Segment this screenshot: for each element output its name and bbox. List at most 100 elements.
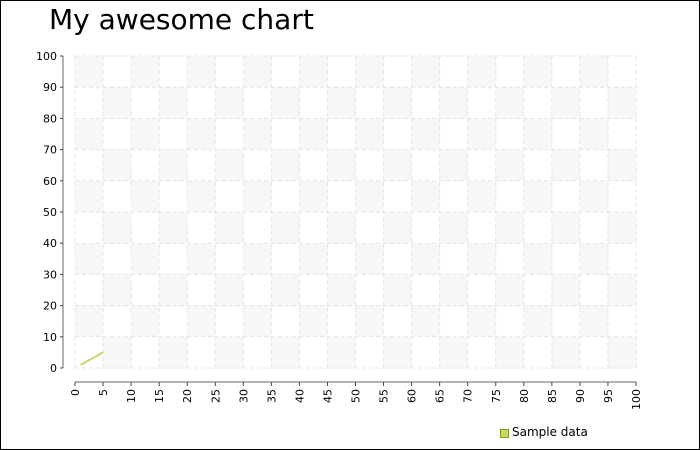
plot-band xyxy=(103,87,132,119)
plot-band xyxy=(523,56,552,88)
plot-band xyxy=(75,305,104,337)
x-tick-label: 30 xyxy=(237,389,250,403)
x-tick-label: 5 xyxy=(97,389,110,396)
plot-band xyxy=(551,212,580,244)
plot-band xyxy=(271,336,300,368)
plot-band xyxy=(383,212,412,244)
x-tick-labels: 0 5 10 15 20 25 30 35 40 45 50 55 60 65 70 75 80 85 90 95 10… xyxy=(69,389,643,410)
plot-band xyxy=(383,149,412,181)
plot-band xyxy=(495,212,524,244)
plot-band xyxy=(187,243,216,275)
plot-band xyxy=(607,149,636,181)
plot-band xyxy=(327,274,356,306)
plot-band xyxy=(299,56,328,88)
plot-band xyxy=(103,212,132,244)
plot-band xyxy=(159,274,188,306)
plot-band xyxy=(327,149,356,181)
plot-band xyxy=(187,56,216,88)
plot-band xyxy=(411,305,440,337)
x-tick-label: 95 xyxy=(602,389,615,403)
plot-band xyxy=(187,180,216,212)
plot-band xyxy=(327,336,356,368)
y-tick-labels: 0 10 20 30 40 50 60 70 80 90 100 xyxy=(36,50,57,375)
plot-band xyxy=(439,336,468,368)
plot-band xyxy=(439,149,468,181)
plot-band xyxy=(299,243,328,275)
plot-band xyxy=(187,118,216,150)
plot-band xyxy=(523,180,552,212)
plot-band xyxy=(551,149,580,181)
plot-band xyxy=(607,212,636,244)
plot-band xyxy=(159,149,188,181)
y-tick-label: 50 xyxy=(43,206,57,219)
plot-band xyxy=(383,274,412,306)
series-line xyxy=(80,351,104,366)
y-tick-label: 90 xyxy=(43,81,57,94)
grid-lines xyxy=(74,55,637,369)
plot-band xyxy=(299,305,328,337)
plot-band xyxy=(131,305,160,337)
plot-band xyxy=(159,336,188,368)
x-tick-label: 55 xyxy=(378,389,391,403)
y-tick-label: 60 xyxy=(43,175,57,188)
plot-band xyxy=(411,243,440,275)
x-tick-label: 50 xyxy=(350,389,363,403)
y-tick-label: 100 xyxy=(36,50,57,63)
plot-band xyxy=(131,180,160,212)
plot-band xyxy=(243,180,272,212)
plot-band xyxy=(243,243,272,275)
plot-band xyxy=(327,212,356,244)
plot-band xyxy=(495,87,524,119)
plot-band xyxy=(579,118,608,150)
plot-band xyxy=(467,180,496,212)
plot-band xyxy=(131,56,160,88)
plot-band xyxy=(75,118,104,150)
x-tick-label: 0 xyxy=(69,389,82,396)
x-tick-label: 75 xyxy=(490,389,503,403)
plot-band xyxy=(299,180,328,212)
plot-band xyxy=(523,118,552,150)
plot-band xyxy=(467,243,496,275)
plot-band xyxy=(271,274,300,306)
plot-band xyxy=(523,305,552,337)
plot-band xyxy=(411,180,440,212)
chart-title: My awesome chart xyxy=(49,3,314,36)
plot-band xyxy=(579,180,608,212)
x-tick-label: 85 xyxy=(546,389,559,403)
plot-band xyxy=(271,212,300,244)
plot-band xyxy=(75,243,104,275)
plot-band xyxy=(355,118,384,150)
x-tick-label: 80 xyxy=(518,389,531,403)
plot-band xyxy=(355,56,384,88)
plot-band xyxy=(215,87,244,119)
plot-band xyxy=(495,149,524,181)
plot-band xyxy=(215,212,244,244)
plot-band xyxy=(355,180,384,212)
plot-band xyxy=(75,56,104,88)
legend: Sample data xyxy=(500,425,588,439)
plot-band xyxy=(383,336,412,368)
plot-band xyxy=(327,87,356,119)
x-tick-label: 65 xyxy=(434,389,447,403)
x-tick-label: 10 xyxy=(125,389,138,403)
x-tick-label: 70 xyxy=(462,389,475,403)
plot-band xyxy=(131,243,160,275)
plot-band xyxy=(607,336,636,368)
plot-band xyxy=(159,212,188,244)
plot-band xyxy=(551,336,580,368)
series-layer xyxy=(80,351,104,366)
plot-band xyxy=(243,118,272,150)
plot-band xyxy=(215,149,244,181)
plot-band xyxy=(383,87,412,119)
x-tick-label: 25 xyxy=(209,389,222,403)
y-tick-label: 70 xyxy=(43,144,57,157)
plot-band xyxy=(243,305,272,337)
x-tick-label: 45 xyxy=(321,389,334,403)
plot-band xyxy=(159,87,188,119)
plot-band xyxy=(75,180,104,212)
plot-band xyxy=(523,243,552,275)
x-tick-label: 35 xyxy=(265,389,278,403)
axes xyxy=(60,55,637,386)
x-tick-label: 100 xyxy=(630,389,643,410)
